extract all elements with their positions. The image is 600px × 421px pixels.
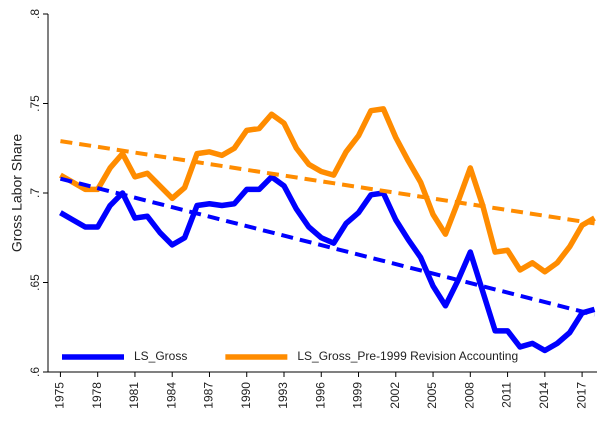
y-tick-label: .75 [28,95,42,112]
x-tick-label: 1984 [164,382,178,409]
x-tick-label: 2002 [388,382,402,409]
x-tick-label: 1987 [202,382,216,409]
x-tick-label: 1978 [90,382,104,409]
trend-line [59,176,596,317]
x-tick-label: 2017 [574,382,588,409]
legend-label: LS_Gross_Pre-1999 Revision Accounting [297,349,518,363]
y-tick-label: .6 [28,367,42,377]
y-axis-label: Gross Labor Share [9,134,25,252]
x-tick-label: 1993 [276,382,290,409]
x-tick-label: 1996 [313,382,327,409]
x-tick-label: 1975 [53,382,67,409]
x-tick-label: 2005 [425,382,439,409]
x-tick-label: 2011 [500,382,514,408]
legend-label: LS_Gross [134,349,187,363]
y-tick-label: .7 [28,188,42,198]
series-line [59,174,596,354]
y-tick-label: .8 [28,9,42,19]
y-tick-label: .65 [28,274,42,291]
x-tick-label: 1999 [351,382,365,409]
x-tick-label: 1990 [239,382,253,409]
x-tick-label: 2008 [462,382,476,409]
series-line [59,106,596,275]
x-tick-label: 2014 [537,382,551,409]
trend-line [60,139,595,226]
x-tick-label: 1981 [127,382,141,409]
